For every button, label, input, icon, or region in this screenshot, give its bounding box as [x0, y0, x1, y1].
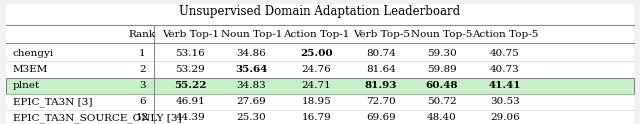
Text: 34.86: 34.86 [236, 49, 266, 58]
Text: 40.73: 40.73 [490, 65, 520, 74]
Text: 60.48: 60.48 [426, 81, 458, 90]
Text: 6: 6 [139, 97, 146, 106]
Text: Verb Top-1: Verb Top-1 [162, 30, 219, 39]
Text: 59.30: 59.30 [427, 49, 457, 58]
Text: 3: 3 [139, 81, 146, 90]
Text: M3EM: M3EM [13, 65, 48, 74]
Bar [6, 78, 634, 94]
Text: 69.69: 69.69 [366, 113, 396, 122]
Text: 12: 12 [136, 113, 149, 122]
Text: Action Top-5: Action Top-5 [472, 30, 538, 39]
Text: 55.22: 55.22 [174, 81, 207, 90]
Text: 44.39: 44.39 [175, 113, 205, 122]
Text: 50.72: 50.72 [427, 97, 457, 106]
Text: 40.75: 40.75 [490, 49, 520, 58]
Text: Rank: Rank [129, 30, 156, 39]
Text: 25.30: 25.30 [236, 113, 266, 122]
Text: 29.06: 29.06 [490, 113, 520, 122]
Text: 2: 2 [139, 65, 146, 74]
Text: EPIC_TA3N_SOURCE_ONLY [3]: EPIC_TA3N_SOURCE_ONLY [3] [13, 113, 181, 123]
Text: 46.91: 46.91 [175, 97, 205, 106]
Text: 72.70: 72.70 [366, 97, 396, 106]
Text: 24.71: 24.71 [301, 81, 331, 90]
Text: 48.40: 48.40 [427, 113, 457, 122]
Text: Verb Top-5: Verb Top-5 [353, 30, 410, 39]
Text: 35.64: 35.64 [235, 65, 268, 74]
Text: 53.16: 53.16 [175, 49, 205, 58]
Text: 27.69: 27.69 [236, 97, 266, 106]
Text: 25.00: 25.00 [300, 49, 332, 58]
Text: 81.93: 81.93 [365, 81, 397, 90]
Text: 34.83: 34.83 [236, 81, 266, 90]
Text: 53.29: 53.29 [175, 65, 205, 74]
Text: 16.79: 16.79 [301, 113, 331, 122]
Text: plnet: plnet [13, 81, 40, 90]
Text: 59.89: 59.89 [427, 65, 457, 74]
Text: Unsupervised Domain Adaptation Leaderboard: Unsupervised Domain Adaptation Leaderboa… [179, 5, 461, 18]
Text: Noun Top-1: Noun Top-1 [221, 30, 282, 39]
Text: 1: 1 [139, 49, 146, 58]
Text: 18.95: 18.95 [301, 97, 331, 106]
Text: chengyi: chengyi [13, 49, 54, 58]
Text: Action Top-1: Action Top-1 [283, 30, 349, 39]
Text: 24.76: 24.76 [301, 65, 331, 74]
Text: Noun Top-5: Noun Top-5 [412, 30, 472, 39]
Text: EPIC_TA3N [3]: EPIC_TA3N [3] [13, 97, 92, 107]
Text: 41.41: 41.41 [489, 81, 521, 90]
Text: 81.64: 81.64 [366, 65, 396, 74]
Text: 80.74: 80.74 [366, 49, 396, 58]
Text: 30.53: 30.53 [490, 97, 520, 106]
